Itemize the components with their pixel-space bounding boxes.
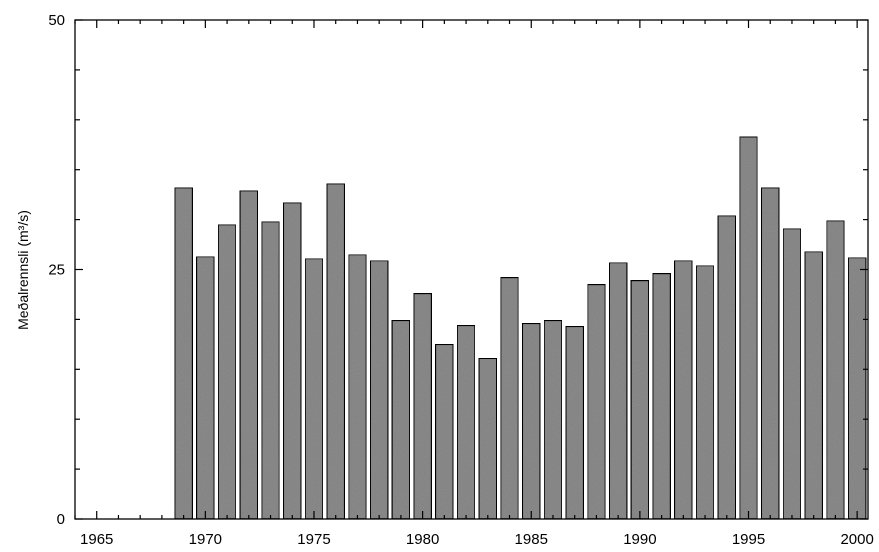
x-tick-label-1980: 1980 <box>406 531 439 548</box>
x-tick-label-1990: 1990 <box>623 531 656 548</box>
y-axis-title: Meðalrennsli (m³/s) <box>15 210 31 330</box>
bar-1977 <box>347 253 368 520</box>
bar-1991 <box>652 272 672 520</box>
x-tick-label-2000: 2000 <box>840 531 873 548</box>
bar-1999 <box>825 219 846 520</box>
y-tick-label-0: 0 <box>57 511 65 528</box>
bar-1982 <box>456 324 476 520</box>
bar-1986 <box>543 319 563 520</box>
x-tick-label-1970: 1970 <box>189 531 222 548</box>
bar-1998 <box>804 250 824 520</box>
bar-1981 <box>434 343 454 520</box>
y-tick-label-50: 50 <box>48 12 65 29</box>
bar-1996 <box>760 186 780 520</box>
bar-1985 <box>521 322 541 520</box>
bar-1969 <box>174 186 194 520</box>
bar-1994 <box>717 214 737 520</box>
bar-1978 <box>369 259 389 520</box>
bar-1989 <box>608 261 628 520</box>
bar-1984 <box>499 276 520 520</box>
bar-2000 <box>847 256 867 520</box>
bar-1987 <box>565 325 585 520</box>
bar-1988 <box>586 283 607 520</box>
bar-1975 <box>304 257 324 520</box>
bar-1972 <box>239 189 259 520</box>
bar-1974 <box>282 201 302 520</box>
bar-1973 <box>260 220 281 520</box>
bar-1976 <box>326 182 346 520</box>
bar-1980 <box>413 292 433 520</box>
axes-group: 1965 1970 1975 1980 1985 1990 1995 2000 0 25 50 <box>48 12 874 548</box>
bar-1993 <box>695 264 715 520</box>
x-tick-label-1995: 1995 <box>732 531 765 548</box>
x-tick-label-1975: 1975 <box>297 531 330 548</box>
bar-1979 <box>391 319 411 520</box>
bar-1997 <box>782 227 802 520</box>
bar-1983 <box>478 357 498 520</box>
bar-1971 <box>217 223 237 520</box>
bar-1995 <box>738 136 759 520</box>
x-tick-label-1985: 1985 <box>515 531 548 548</box>
y-tick-label-25: 25 <box>48 262 65 279</box>
bar-1970 <box>195 255 215 520</box>
bars-group <box>174 136 867 520</box>
x-tick-label-1965: 1965 <box>80 531 113 548</box>
bar-1992 <box>673 259 693 520</box>
bar-1990 <box>630 279 650 520</box>
